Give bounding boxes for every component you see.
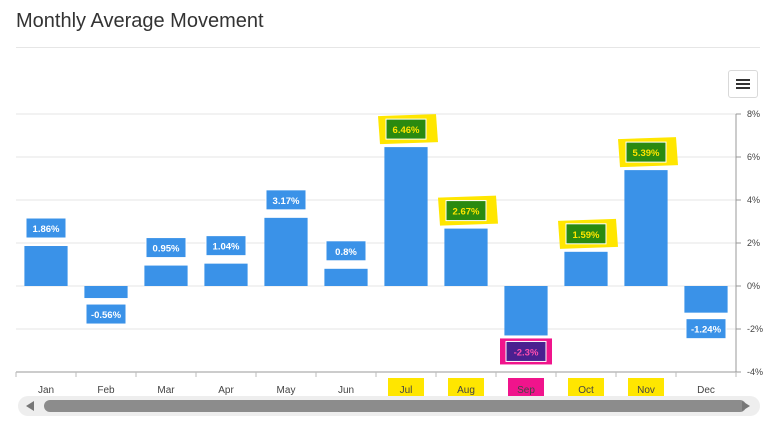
scroll-right-arrow-icon[interactable]	[742, 401, 750, 411]
chart-title: Monthly Average Movement	[16, 10, 264, 32]
x-tick-label: Aug	[457, 385, 475, 396]
data-label: 6.46%	[393, 125, 420, 136]
data-label-box	[25, 217, 67, 239]
x-tick-label: Jan	[38, 385, 54, 396]
bar-may	[264, 217, 308, 286]
data-label: 1.59%	[573, 230, 600, 241]
data-label-box	[385, 118, 427, 140]
data-label-box	[85, 303, 127, 325]
y-tick-label: 8%	[747, 109, 760, 119]
data-label-box	[325, 240, 367, 262]
y-tick-label: -4%	[747, 367, 763, 377]
y-tick-label: -2%	[747, 324, 763, 334]
bar-apr	[204, 263, 248, 286]
data-label-box	[205, 235, 247, 257]
data-label-box	[565, 223, 607, 245]
bar-jan	[24, 246, 68, 286]
bar-jun	[324, 268, 368, 286]
x-tick-label: Jun	[338, 385, 354, 396]
bar-aug	[444, 228, 488, 286]
data-label: 0.8%	[335, 247, 357, 258]
y-tick-label: 4%	[747, 195, 760, 205]
y-tick-label: 2%	[747, 238, 760, 248]
y-tick-label: 0%	[747, 281, 760, 291]
x-tick-label: Jul	[400, 385, 413, 396]
x-tick-label: Mar	[157, 385, 175, 396]
horizontal-scrollbar[interactable]	[18, 396, 760, 416]
data-label: -2.3%	[514, 347, 539, 358]
scrollbar-thumb[interactable]	[44, 400, 746, 412]
x-tick-label: Sep	[517, 385, 535, 396]
data-label: 2.67%	[453, 207, 480, 218]
data-label-box	[685, 318, 727, 340]
x-tick-label: Apr	[218, 385, 234, 396]
data-label: 0.95%	[153, 244, 180, 255]
data-label: 5.39%	[633, 148, 660, 159]
x-tick-label: Nov	[637, 385, 655, 396]
data-label: -0.56%	[91, 310, 122, 321]
x-tick-label: Dec	[697, 385, 715, 396]
title-divider	[16, 47, 760, 48]
bar-oct	[564, 251, 608, 286]
data-label-box	[625, 141, 667, 163]
y-tick-label: 6%	[747, 152, 760, 162]
bar-mar	[144, 265, 188, 286]
data-label-box	[265, 189, 307, 211]
x-tick-label: May	[277, 385, 296, 396]
bar-feb	[84, 286, 128, 299]
bar-jul	[384, 147, 428, 286]
data-label-box	[145, 237, 187, 259]
bar-nov	[624, 170, 668, 286]
data-label: -1.24%	[691, 325, 722, 336]
x-tick-label: Feb	[97, 385, 115, 396]
data-label: 1.86%	[33, 224, 60, 235]
hamburger-menu-icon-line	[736, 87, 750, 89]
data-label-box	[445, 200, 487, 222]
chart-menu-button[interactable]	[728, 70, 758, 98]
bar-sep	[504, 286, 548, 336]
scroll-left-arrow-icon[interactable]	[26, 401, 34, 411]
data-label: 3.17%	[273, 196, 300, 207]
data-label-box	[505, 340, 547, 362]
x-tick-label: Oct	[578, 385, 594, 396]
hamburger-menu-icon	[736, 79, 750, 81]
bar-dec	[684, 286, 728, 313]
data-label: 1.04%	[213, 242, 240, 253]
hamburger-menu-icon-line	[736, 83, 750, 85]
